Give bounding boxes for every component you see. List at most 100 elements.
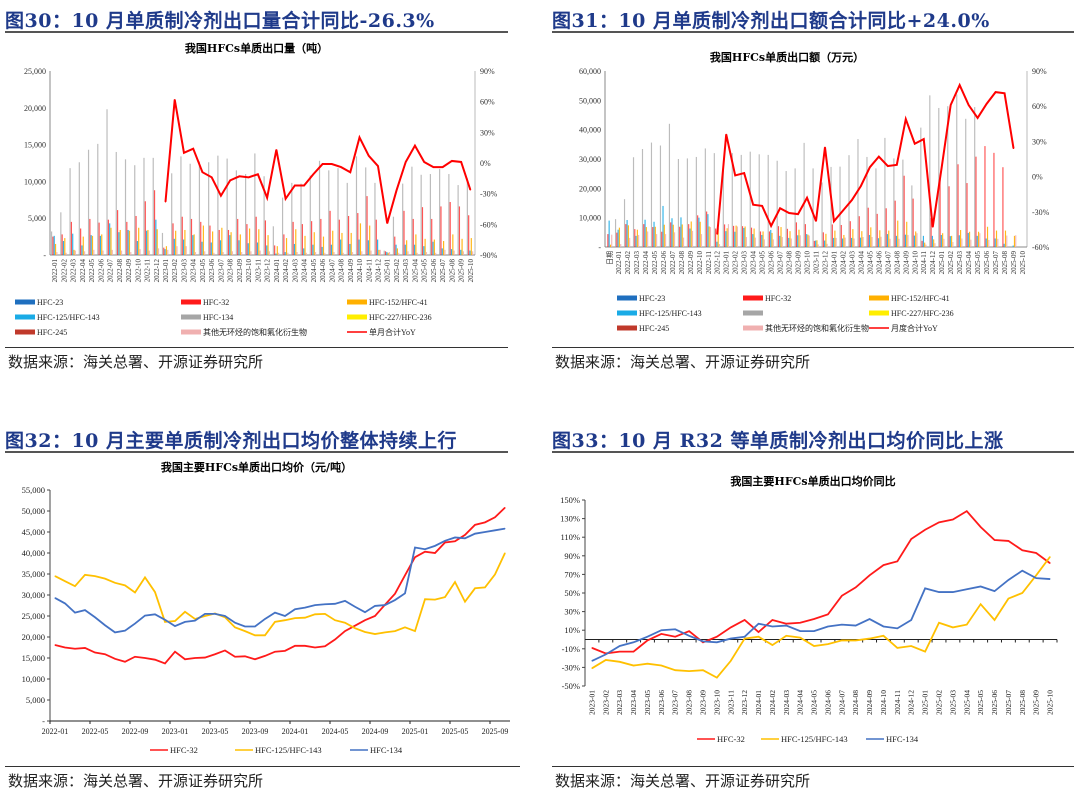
fig30-legend-label: HFC-125/HFC-143 [37, 313, 100, 322]
fig31-bar-hfc134 [731, 153, 733, 247]
fig31-bar-other [934, 243, 936, 247]
fig30-bar-hfc152 [341, 232, 343, 255]
fig30-bar-other [351, 252, 354, 255]
fig31-bar-hfc125 [985, 238, 987, 247]
fig30-x-tick-label: 2022-02 [60, 259, 68, 283]
fig32-point-line125 [394, 630, 396, 632]
fig30-legend-swatch-hfc245 [15, 329, 35, 335]
fig31-bar-hfc125 [734, 231, 736, 247]
fig30-bar-other [388, 252, 391, 255]
fig32-point-line32 [174, 651, 176, 653]
fig33-point-line134 [966, 588, 968, 590]
fig32-point-line134 [274, 612, 276, 614]
fig30-bar-hfc152 [396, 248, 398, 255]
fig32-y-tick-label: 10,000 [22, 674, 45, 684]
fig31-x-tick-label: 2022-11 [705, 251, 713, 275]
fig31-bar-other [961, 238, 963, 247]
fig32-point-line32 [214, 653, 216, 655]
fig33-point-line125 [855, 639, 857, 641]
fig31-y2-tick-label: 0% [1032, 173, 1043, 182]
fig30-yoy-point [386, 222, 388, 224]
fig30-bar-hfc125 [256, 242, 259, 255]
fig30-bar-hfc125 [395, 244, 397, 255]
fig30-x-tick-label: 2022-04 [79, 259, 87, 283]
fig33-point-line125 [841, 639, 843, 641]
fig30-x-tick-label: 2022-07 [107, 259, 115, 283]
fig30-bar-hfc125 [450, 249, 453, 255]
fig33-line-line125 [591, 556, 1051, 679]
fig30-bar-other [379, 249, 381, 255]
fig31-bar-other [943, 238, 945, 247]
fig32-point-line32 [394, 593, 396, 595]
fig31-bar-other [754, 237, 756, 247]
fig32-point-line125 [244, 630, 246, 632]
fig33-point-line125 [1035, 574, 1037, 576]
fig31-bar-hfc134 [830, 166, 832, 247]
fig32-y-tick-label: 40,000 [22, 548, 45, 558]
fig31-bar-hfc134 [902, 159, 904, 247]
fig33-y-tick-label: 70% [564, 569, 580, 579]
fig31-y2-tick-label: 60% [1032, 102, 1047, 111]
fig31-bar-hfc125 [886, 234, 889, 247]
fig33-x-tick-label: 2025-09 [1032, 690, 1041, 715]
fig31-x-tick-label: 2025-09 [1010, 251, 1018, 275]
fig31-bar-hfc125 [958, 235, 960, 247]
fig30-x-tick-label: 2025-10 [467, 259, 475, 283]
fig31-bar-hfc32 [777, 226, 780, 247]
fig32-point-line134 [84, 609, 86, 611]
fig31-bar-hfc32 [706, 211, 708, 247]
fig30-bar-hfc125 [62, 241, 65, 255]
fig31-yoy-point [824, 146, 826, 148]
fig30-bar-hfc152 [82, 236, 84, 255]
fig31-bar-hfc152 [960, 229, 962, 247]
fig31-bar-hfc32 [903, 175, 905, 247]
fig31-x-tick-label: 2025-05 [974, 251, 982, 275]
fig30-bar-hfc134 [328, 170, 330, 255]
fig30-bar-hfc125 [275, 253, 277, 255]
fig33-point-line125 [633, 665, 635, 667]
fig30-bar-hfc152 [369, 225, 371, 255]
fig33-point-line32 [869, 574, 871, 576]
fig30-x-tick-label: 2025-04 [411, 259, 419, 283]
fig30-bar-hfc125 [201, 241, 203, 255]
fig31-legend-label: HFC-125/HFC-143 [639, 309, 702, 318]
fig31-x-tick-label: 2024-10 [911, 251, 919, 275]
fig32-point-line125 [104, 578, 106, 580]
fig31-bar-hfc125 [1012, 245, 1014, 247]
fig33-point-line125 [605, 659, 607, 661]
fig30-source-rule [5, 347, 508, 348]
fig31-yoy-point [932, 226, 934, 228]
fig30-bar-hfc32 [153, 190, 156, 255]
fig33-point-line134 [619, 645, 621, 647]
fig30-x-tick-label: 2022-11 [144, 259, 152, 283]
fig32-point-line125 [184, 611, 186, 613]
fig32-point-line32 [224, 649, 226, 651]
fig33-point-line32 [646, 639, 648, 641]
fig31-bar-hfc134 [866, 156, 868, 247]
fig33-point-line32 [771, 619, 773, 621]
fig30-bar-hfc134 [171, 173, 173, 255]
fig30-bar-hfc134 [208, 162, 210, 255]
fig32-point-line134 [234, 622, 236, 624]
fig30-bar-hfc32 [116, 210, 119, 255]
fig30-bar-hfc134 [226, 158, 228, 255]
fig31-x-tick-label: 2022-03 [633, 251, 641, 275]
fig30-bar-hfc125 [432, 241, 434, 255]
fig32-source: 数据来源：海关总署、开源证券研究所 [8, 772, 264, 790]
fig30-bar-hfc134 [235, 170, 237, 255]
fig32-point-line32 [144, 657, 146, 659]
fig33-point-line125 [785, 635, 787, 637]
fig31-bar-hfc32 [661, 231, 663, 247]
fig33-point-line32 [716, 636, 718, 638]
fig30-yoy-point [183, 152, 185, 154]
fig30-bar-hfc32 [338, 219, 340, 255]
fig30-legend-swatch-hfc227 [347, 314, 367, 320]
fig30-bar-hfc152 [212, 231, 214, 255]
fig30-bar-hfc125 [219, 240, 222, 255]
fig31-yoy-point [797, 213, 799, 215]
fig30-x-tick-label: 2023-11 [254, 259, 262, 283]
fig32-point-line125 [74, 585, 76, 587]
fig30-x-tick-label: 2024-04 [301, 259, 309, 283]
fig31-bar-other [736, 226, 738, 247]
fig32-legend-label: HFC-32 [170, 745, 198, 755]
